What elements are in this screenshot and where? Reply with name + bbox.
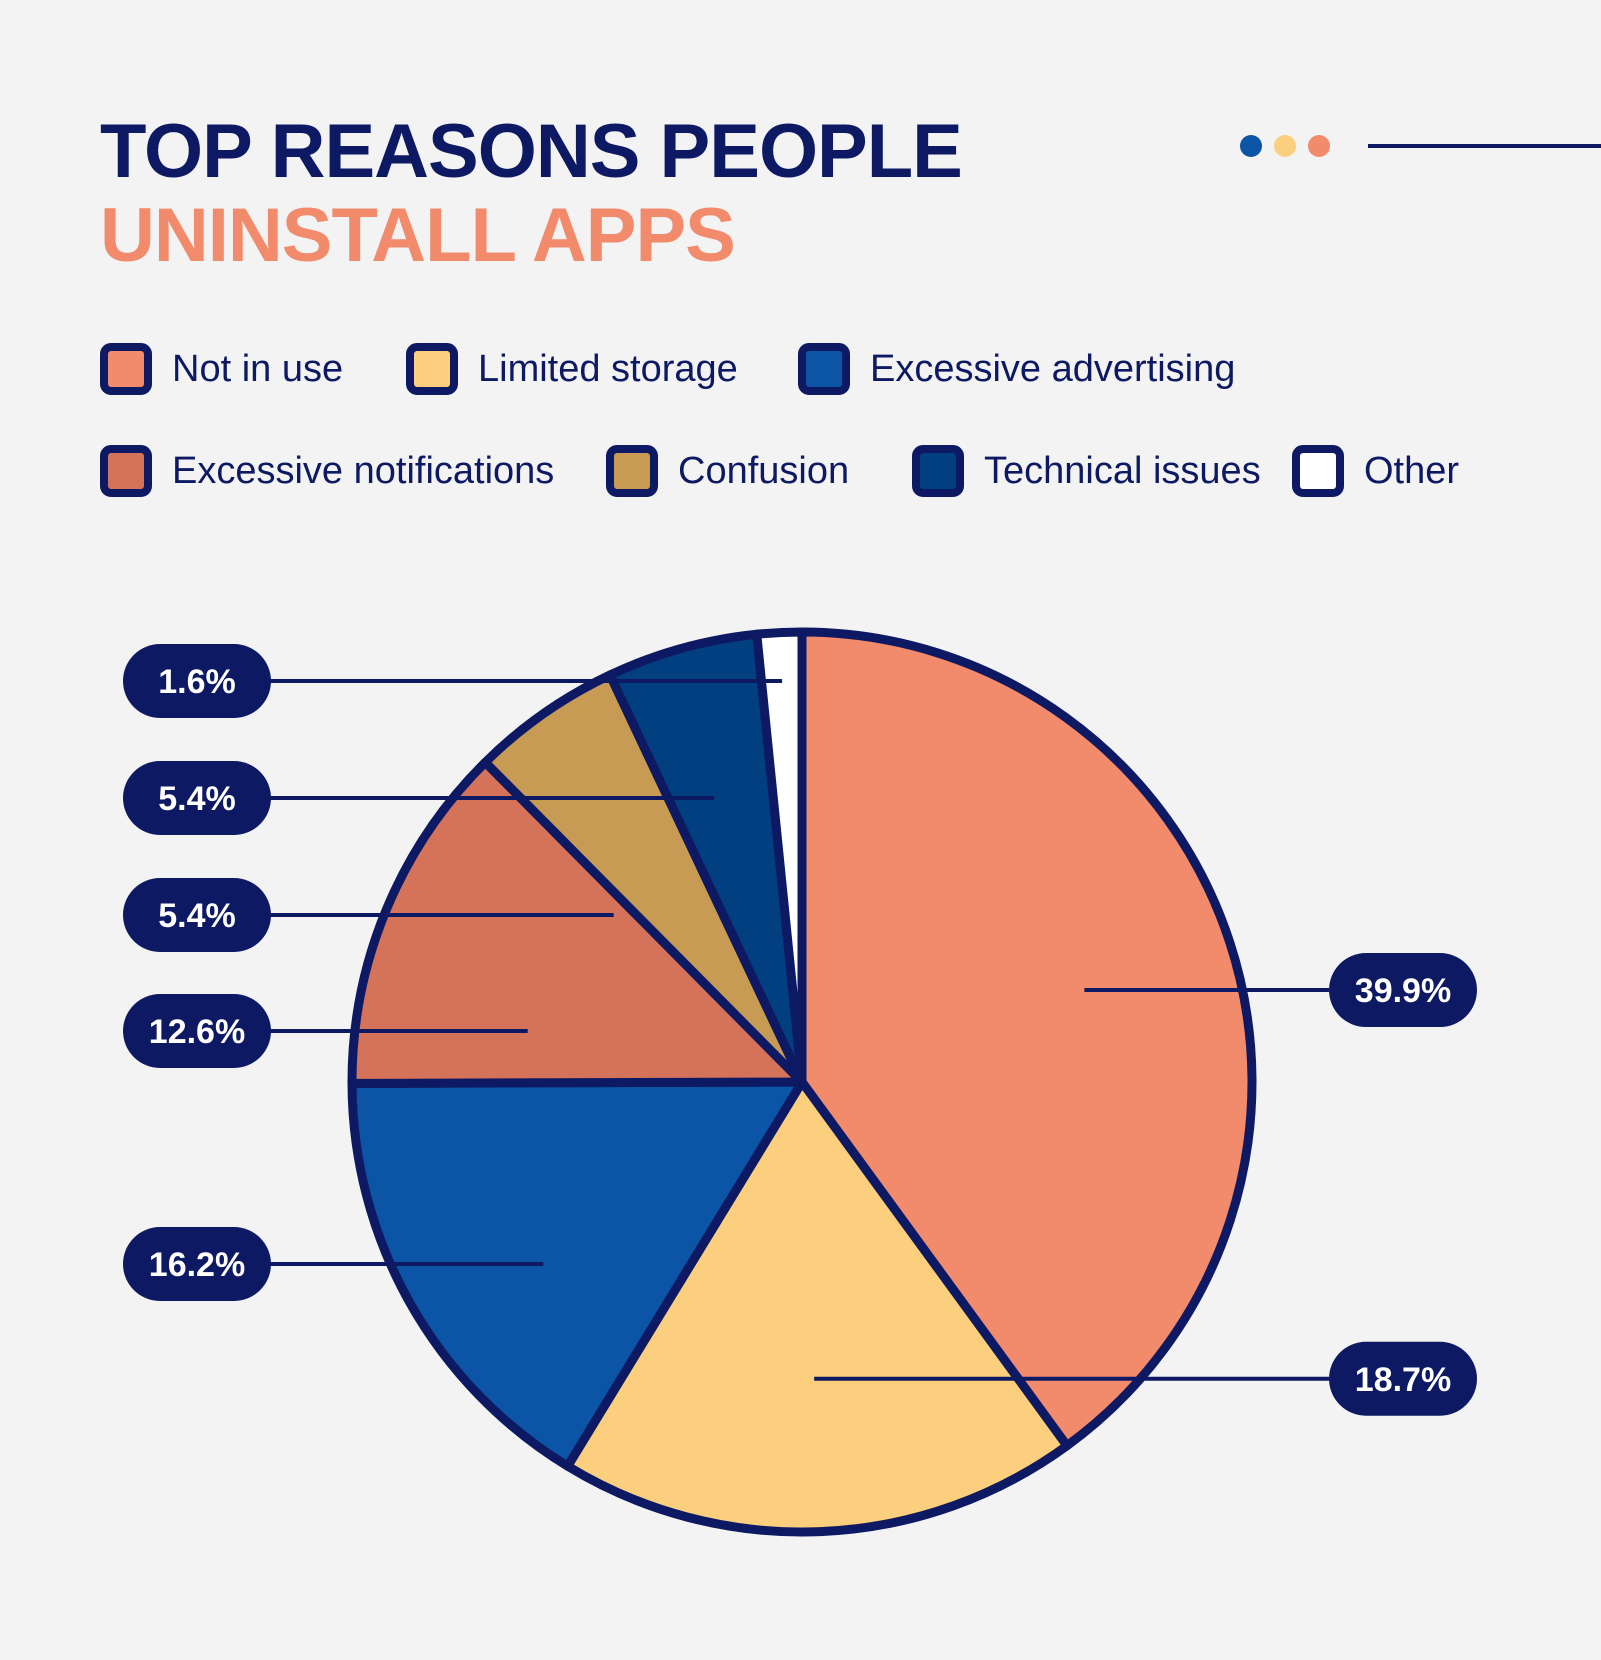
data-label-limited-storage: 18.7% [1329, 1341, 1477, 1416]
legend-item-technical-issues: Technical issues [912, 437, 1261, 505]
data-label-pill [123, 994, 271, 1068]
pie-slices [347, 627, 1257, 1537]
pie-slice-excessive-notifications [347, 757, 807, 1088]
legend-item-limited-storage: Limited storage [406, 335, 738, 403]
legend-item-excessive-advertising: Excessive advertising [798, 335, 1235, 403]
title-line-1: TOP REASONS PEOPLE [100, 109, 963, 194]
chart-title: TOP REASONS PEOPLE UNINSTALL APPS [100, 109, 963, 278]
data-label-pill [1329, 1341, 1477, 1416]
blue-dot-icon [1240, 135, 1262, 157]
legend-label: Excessive notifications [172, 449, 555, 492]
data-label-text: 39.9% [1355, 972, 1451, 1010]
data-label-not-in-use: 39.9% [1329, 953, 1477, 1028]
orange-dot-icon [1308, 135, 1330, 157]
data-label-excessive-notifications: 12.6% [123, 994, 271, 1068]
pie-slice-other [752, 627, 807, 1087]
legend-label: Confusion [678, 449, 850, 492]
decorative-header-ornament [1240, 133, 1601, 161]
data-label-text: 1.6% [158, 663, 236, 701]
pie-slice-not-in-use [797, 627, 1257, 1451]
data-label-pill [1329, 953, 1477, 1028]
yellow-dot-icon [1274, 135, 1296, 157]
data-label-text: 5.4% [158, 897, 236, 935]
data-label-text: 5.4% [158, 780, 236, 818]
data-label-technical-issues: 5.4% [123, 761, 271, 835]
title-line-2: UNINSTALL APPS [100, 193, 736, 278]
data-label-text: 16.2% [149, 1246, 245, 1284]
divider-line [1368, 144, 1601, 148]
data-label-confusion: 5.4% [123, 878, 271, 952]
legend-item-not-in-use: Not in use [100, 335, 343, 403]
legend-swatch [798, 343, 850, 395]
legend: Not in use Limited storage Excessive adv… [100, 335, 1580, 515]
legend-swatch [406, 343, 458, 395]
pie-slice-limited-storage [563, 1077, 1072, 1537]
legend-swatch [1292, 445, 1344, 497]
legend-swatch [100, 445, 152, 497]
legend-swatch [100, 343, 152, 395]
legend-swatch [606, 445, 658, 497]
data-label-excessive-advertising: 16.2% [123, 1227, 271, 1301]
data-label-pill [123, 761, 271, 835]
data-label-pill [123, 878, 271, 952]
data-label-text: 18.7% [1355, 1361, 1451, 1399]
legend-item-other: Other [1292, 437, 1459, 505]
legend-label: Limited storage [478, 347, 738, 390]
legend-swatch [912, 445, 964, 497]
data-label-other: 1.6% [123, 644, 271, 718]
legend-item-confusion: Confusion [606, 437, 849, 505]
data-label-text: 12.6% [149, 1013, 245, 1051]
legend-label: Other [1364, 449, 1460, 492]
data-label-pill [123, 1227, 271, 1301]
data-label-pill [123, 644, 271, 718]
leader-lines [269, 679, 1329, 1381]
data-labels: 39.9% 18.7% 16.2% 12.6% 5.4% 5.4% 1.6% [123, 644, 1477, 1416]
pie-slice-excessive-advertising [347, 1077, 807, 1471]
legend-label: Excessive advertising [870, 347, 1236, 390]
legend-label: Not in use [172, 347, 344, 390]
legend-label: Technical issues [984, 449, 1261, 492]
legend-item-excessive-notifications: Excessive notifications [100, 437, 554, 505]
